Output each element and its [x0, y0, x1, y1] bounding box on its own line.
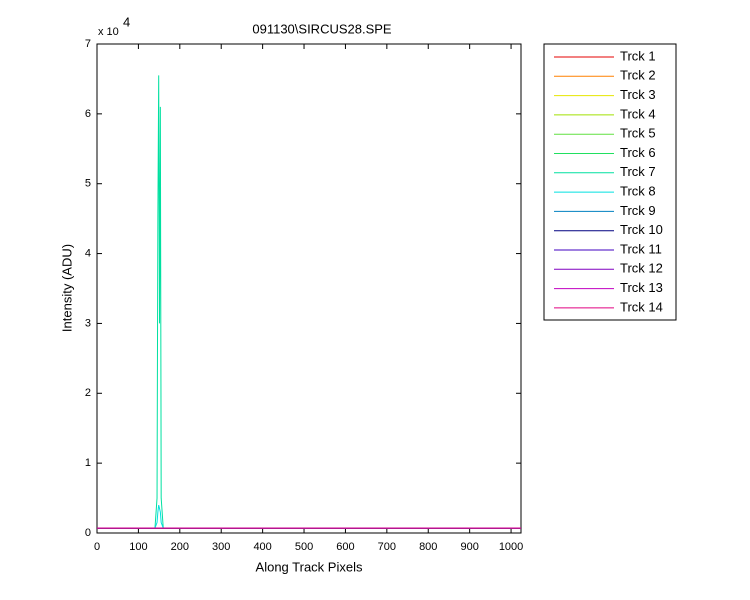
y-tick-label: 4 [85, 247, 91, 259]
legend-label: Trck 3 [620, 87, 656, 102]
chart-title: 091130\SIRCUS28.SPE [252, 21, 392, 36]
y-tick-label: 5 [85, 178, 91, 190]
legend-label: Trck 10 [620, 222, 663, 237]
y-tick-label: 0 [85, 527, 91, 539]
legend-label: Trck 8 [620, 184, 656, 199]
y-tick-label: 2 [85, 387, 91, 399]
legend-box [543, 43, 677, 321]
legend-label: Trck 11 [620, 241, 662, 256]
legend-label: Trck 13 [620, 280, 663, 295]
series-line [97, 504, 521, 529]
y-exponent: 4 [123, 14, 130, 29]
legend-label: Trck 6 [620, 145, 656, 160]
legend-label: Trck 9 [620, 203, 656, 218]
series-line [97, 75, 521, 529]
legend-label: Trck 7 [620, 164, 656, 179]
x-tick-label: 500 [295, 541, 313, 553]
x-tick-label: 200 [171, 541, 189, 553]
x-tick-label: 900 [460, 541, 478, 553]
y-tick-label: 7 [85, 38, 91, 50]
x-tick-label: 600 [336, 541, 354, 553]
x-tick-label: 700 [378, 541, 396, 553]
y-tick-label: 6 [85, 108, 91, 120]
x-tick-label: 100 [129, 541, 147, 553]
legend-label: Trck 5 [620, 126, 656, 141]
x-tick-label: 300 [212, 541, 230, 553]
x-tick-label: 800 [419, 541, 437, 553]
y-tick-label: 1 [85, 457, 91, 469]
x-axis-label: Along Track Pixels [256, 559, 363, 574]
y-axis-label: Intensity (ADU) [59, 244, 74, 332]
x-tick-label: 0 [94, 541, 100, 553]
y-multiplier: x 10 [98, 26, 119, 38]
legend-label: Trck 12 [620, 261, 663, 276]
y-tick-label: 3 [85, 317, 91, 329]
x-tick-label: 1000 [499, 541, 523, 553]
x-tick-label: 400 [253, 541, 271, 553]
legend-label: Trck 4 [620, 106, 656, 121]
legend-label: Trck 2 [620, 68, 656, 83]
axes-box [96, 43, 522, 534]
legend-label: Trck 14 [620, 299, 663, 314]
legend-label: Trck 1 [620, 48, 656, 63]
